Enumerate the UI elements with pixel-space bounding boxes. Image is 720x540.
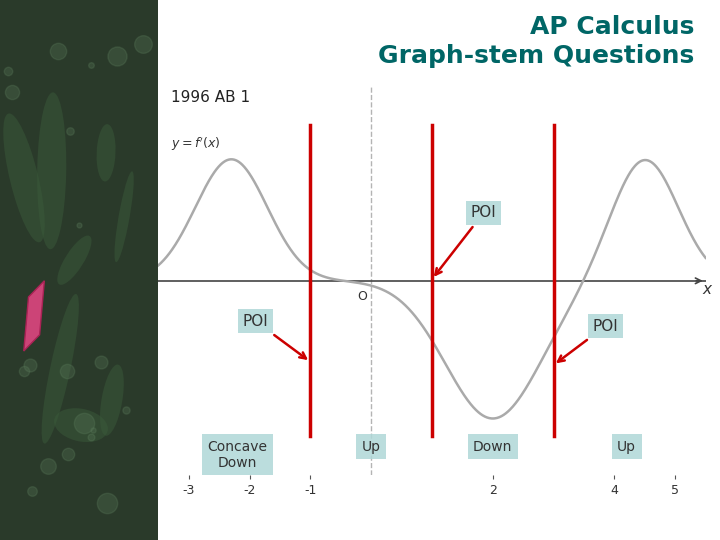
Text: AP Calculus
Graph-stem Questions: AP Calculus Graph-stem Questions bbox=[379, 15, 695, 68]
Ellipse shape bbox=[42, 294, 79, 444]
Text: 1996 AB 1: 1996 AB 1 bbox=[171, 90, 250, 105]
Ellipse shape bbox=[96, 124, 116, 181]
Text: Up: Up bbox=[617, 440, 636, 454]
Polygon shape bbox=[24, 281, 45, 351]
Polygon shape bbox=[0, 0, 158, 540]
Ellipse shape bbox=[114, 171, 134, 262]
Ellipse shape bbox=[100, 364, 124, 436]
Text: POI: POI bbox=[436, 205, 497, 275]
Text: x: x bbox=[703, 282, 711, 297]
Text: Down: Down bbox=[473, 440, 513, 454]
Text: POI: POI bbox=[558, 319, 618, 362]
Text: O: O bbox=[357, 290, 367, 303]
Text: POI: POI bbox=[243, 314, 306, 359]
Ellipse shape bbox=[4, 113, 45, 242]
Ellipse shape bbox=[58, 235, 91, 285]
Text: Up: Up bbox=[361, 440, 381, 454]
Ellipse shape bbox=[54, 408, 108, 442]
Ellipse shape bbox=[37, 92, 66, 249]
Text: Concave
Down: Concave Down bbox=[207, 440, 267, 470]
Text: $y = f'(x)$: $y = f'(x)$ bbox=[171, 136, 220, 153]
